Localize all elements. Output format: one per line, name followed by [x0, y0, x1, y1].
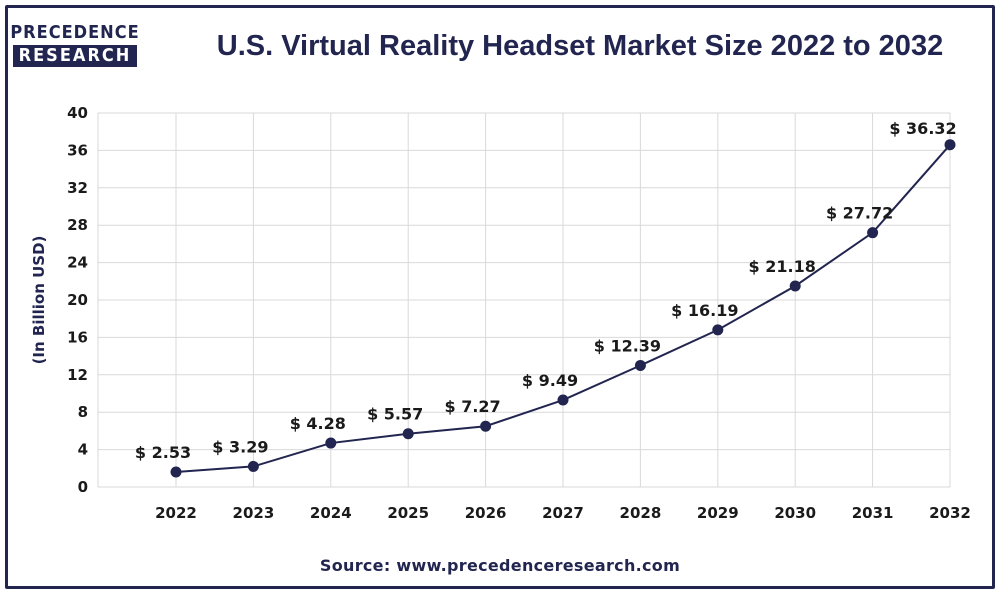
data-label: $ 9.49: [522, 371, 578, 390]
x-tick-label: 2028: [620, 504, 662, 522]
x-tick-label: 2026: [465, 504, 507, 522]
y-tick-label: 40: [67, 104, 88, 122]
chart-frame: [5, 5, 995, 589]
logo-line-1: PRECEDENCE: [10, 22, 140, 43]
x-tick-label: 2030: [774, 504, 816, 522]
data-label: $ 5.57: [367, 405, 423, 424]
x-tick-label: 2027: [542, 504, 584, 522]
x-tick-label: 2025: [387, 504, 429, 522]
x-tick-label: 2031: [852, 504, 894, 522]
data-point: [634, 359, 646, 371]
data-point: [402, 428, 414, 440]
y-tick-label: 28: [67, 216, 88, 234]
data-point: [170, 466, 182, 478]
logo-line-2: RESEARCH: [12, 45, 138, 67]
data-point: [867, 227, 879, 239]
x-tick-label: 2022: [155, 504, 197, 522]
data-label: $ 2.53: [135, 443, 191, 462]
y-axis-title: (In Billion USD): [30, 236, 48, 365]
source-credit: Source: www.precedenceresearch.com: [319, 556, 681, 575]
data-point: [712, 324, 724, 336]
data-label: $ 7.27: [445, 397, 501, 416]
y-tick-label: 8: [78, 403, 88, 421]
x-tick-label: 2029: [697, 504, 739, 522]
data-label: $ 27.72: [826, 204, 893, 223]
data-point: [789, 280, 801, 292]
x-tick-label: 2023: [233, 504, 275, 522]
data-label: $ 4.28: [290, 414, 346, 433]
chart-title: U.S. Virtual Reality Headset Market Size…: [216, 30, 944, 62]
data-label: $ 21.18: [749, 257, 816, 276]
y-tick-label: 36: [67, 141, 88, 159]
x-tick-label: 2024: [310, 504, 352, 522]
data-label: $ 3.29: [212, 437, 268, 456]
y-tick-label: 12: [67, 366, 88, 384]
y-tick-label: 0: [78, 478, 88, 496]
y-tick-label: 4: [78, 441, 88, 459]
data-label: $ 12.39: [594, 336, 661, 355]
data-point: [944, 139, 956, 151]
data-point: [480, 420, 492, 432]
data-label: $ 16.19: [671, 301, 738, 320]
data-point: [557, 394, 569, 406]
data-point: [247, 460, 259, 472]
y-tick-label: 16: [67, 328, 88, 346]
brand-logo: PRECEDENCE RESEARCH: [10, 18, 139, 72]
x-tick-label: 2032: [929, 504, 971, 522]
y-tick-label: 24: [67, 254, 88, 272]
data-label: $ 36.32: [889, 119, 956, 138]
y-tick-label: 20: [67, 291, 88, 309]
y-tick-label: 32: [67, 179, 88, 197]
data-point: [325, 437, 337, 449]
